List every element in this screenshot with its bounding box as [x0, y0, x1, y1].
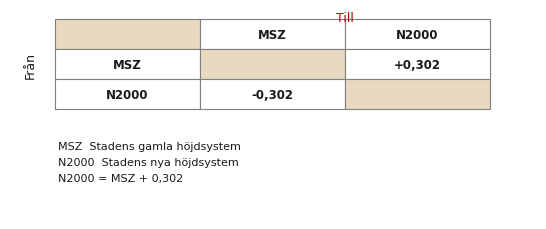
Bar [200, 80, 345, 109]
Text: N2000 = MSZ + 0,302: N2000 = MSZ + 0,302 [58, 173, 183, 183]
Bar [345, 50, 490, 80]
Text: MSZ: MSZ [113, 58, 142, 71]
Bar [345, 80, 490, 109]
Bar [200, 50, 345, 80]
Text: MSZ: MSZ [258, 28, 287, 41]
Text: N2000: N2000 [106, 88, 149, 101]
Text: Till: Till [336, 12, 354, 25]
Bar [55, 50, 200, 80]
Text: MSZ  Stadens gamla höjdsystem: MSZ Stadens gamla höjdsystem [58, 141, 241, 151]
Text: N2000: N2000 [396, 28, 439, 41]
Text: +0,302: +0,302 [394, 58, 441, 71]
Bar [345, 20, 490, 50]
Text: Från: Från [23, 51, 37, 78]
Text: -0,302: -0,302 [252, 88, 294, 101]
Bar [55, 80, 200, 109]
Bar [55, 20, 200, 50]
Bar [200, 20, 345, 50]
Text: N2000  Stadens nya höjdsystem: N2000 Stadens nya höjdsystem [58, 157, 239, 167]
